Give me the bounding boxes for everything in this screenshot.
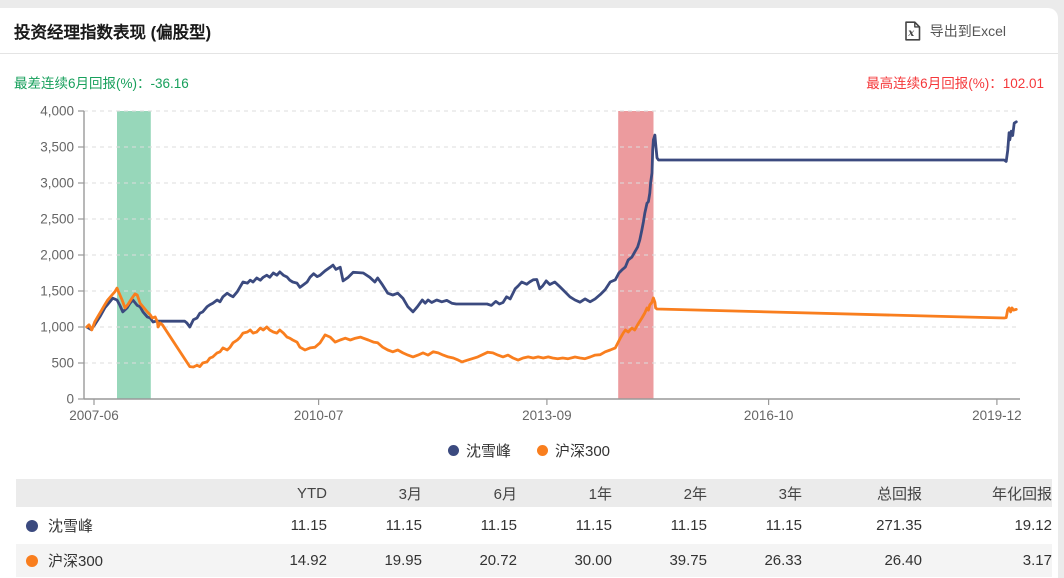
value-cell: 11.15 — [290, 517, 327, 534]
value-cell: 19.12 — [1014, 517, 1052, 534]
series-dot-benchmark — [26, 554, 38, 567]
performance-card: 投资经理指数表现 (偏股型) x 导出到Excel 最差连续6月回报(%)：-3… — [0, 8, 1058, 578]
x-axis-label: 2013-09 — [522, 408, 572, 423]
value-cell: 11.15 — [480, 517, 517, 534]
column-header: 1年 — [588, 485, 612, 503]
x-axis-label: 2016-10 — [744, 408, 794, 423]
legend-dot-manager — [447, 444, 459, 456]
y-axis-label: 3,000 — [40, 176, 74, 191]
table-header-row: YTD 3月 6月 1年 2年 3年 总回报 年化回报 — [16, 479, 1052, 509]
x-axis-label: 2019-12 — [972, 408, 1022, 423]
value-cell: 19.95 — [384, 552, 422, 569]
value-cell: 11.15 — [385, 517, 422, 534]
y-axis-label: 3,500 — [40, 140, 74, 155]
best-return-value: 102.01 — [1002, 76, 1044, 91]
legend-label-manager: 沈雪峰 — [465, 442, 511, 460]
worst-return-value: -36.16 — [150, 76, 189, 91]
row-name-label: 沪深300 — [48, 553, 104, 570]
value-cell: 11.15 — [670, 517, 707, 534]
chart-legend: 沈雪峰 沪深300 — [0, 439, 1058, 461]
y-axis-label: 1,500 — [40, 284, 74, 299]
y-axis-label: 0 — [66, 392, 74, 407]
y-axis-label: 500 — [51, 356, 74, 371]
worst-return-label: 最差连续6月回报(%)： — [14, 76, 151, 91]
best-6-month-return: 最高连续6月回报(%)：102.01 — [866, 72, 1044, 92]
legend-label-benchmark: 沪深300 — [554, 442, 611, 460]
x-axis-label: 2007-06 — [69, 408, 119, 423]
worst-6-month-return: 最差连续6月回报(%)：-36.16 — [14, 72, 189, 92]
legend-dot-benchmark — [536, 444, 548, 456]
value-cell: 11.15 — [575, 517, 612, 534]
excel-file-icon: x — [904, 20, 921, 41]
row-name-cell: 沪深300 — [16, 550, 232, 571]
performance-chart[interactable]: 0 500 1,000 1,500 2,000 2,500 3,000 3,500 4,000 2… — [0, 95, 1058, 425]
y-axis-label: 2,000 — [40, 248, 74, 263]
value-cell: 30.00 — [574, 552, 612, 569]
value-cell: 14.92 — [289, 552, 327, 569]
value-cell: 3.17 — [1022, 552, 1052, 569]
column-header: 3年 — [778, 485, 802, 503]
annotations-row: 最差连续6月回报(%)：-36.16 最高连续6月回报(%)：102.01 — [0, 73, 1058, 91]
column-header: 3月 — [398, 485, 422, 503]
y-axis-label: 1,000 — [40, 320, 74, 335]
export-to-excel-button[interactable]: x 导出到Excel — [898, 20, 1012, 42]
value-cell: 26.33 — [764, 552, 802, 569]
value-cell: 39.75 — [669, 552, 707, 569]
card-header: 投资经理指数表现 (偏股型) x 导出到Excel — [0, 8, 1058, 54]
performance-table: YTD 3月 6月 1年 2年 3年 总回报 年化回报 沈雪峰 11.15 11… — [16, 479, 1052, 577]
best-return-label: 最高连续6月回报(%)： — [866, 76, 1003, 91]
value-cell: 20.72 — [479, 552, 517, 569]
series-line-1 — [85, 286, 1018, 369]
page-title: 投资经理指数表现 (偏股型) — [14, 23, 212, 42]
chart-area: 0 500 1,000 1,500 2,000 2,500 3,000 3,500 4,000 2… — [0, 95, 1058, 425]
legend-item-manager[interactable]: 沈雪峰 — [447, 440, 511, 461]
column-header: YTD — [297, 484, 327, 502]
y-axis-label: 4,000 — [40, 104, 74, 119]
value-cell: 26.40 — [884, 552, 922, 569]
row-name-label: 沈雪峰 — [48, 518, 94, 535]
svg-text:x: x — [907, 28, 915, 39]
x-axis-label: 2010-07 — [294, 408, 344, 423]
column-header: 2年 — [683, 485, 707, 503]
column-header: 总回报 — [876, 485, 922, 503]
legend-item-benchmark[interactable]: 沪深300 — [536, 440, 611, 461]
column-header: 年化回报 — [991, 485, 1052, 503]
series-line-0 — [85, 120, 1018, 331]
export-button-label: 导出到Excel — [929, 22, 1006, 39]
row-name-cell: 沈雪峰 — [16, 515, 232, 536]
value-cell: 11.15 — [765, 517, 802, 534]
series-dot-manager — [26, 519, 38, 532]
value-cell: 271.35 — [876, 517, 922, 534]
table-row-benchmark: 沪深300 14.92 19.95 20.72 30.00 39.75 26.3… — [16, 542, 1052, 577]
y-axis-label: 2,500 — [40, 212, 74, 227]
column-header: 6月 — [493, 485, 517, 503]
table-row-manager: 沈雪峰 11.15 11.15 11.15 11.15 11.15 11.15 … — [16, 509, 1052, 542]
